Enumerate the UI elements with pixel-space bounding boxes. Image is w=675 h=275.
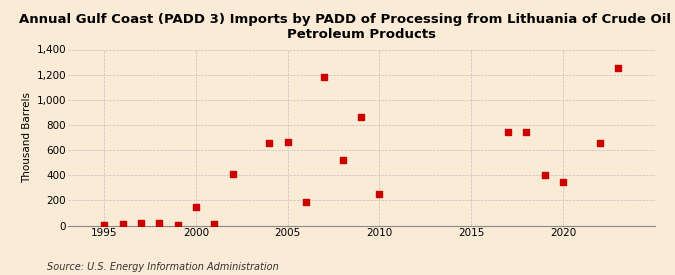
Point [356,115,367,120]
Point [136,221,146,225]
Point [117,221,128,226]
Point [594,140,605,145]
Point [374,192,385,196]
Point [338,158,348,162]
Point [227,172,238,176]
Point [190,205,201,210]
Point [99,223,109,227]
Point [264,141,275,145]
Point [154,221,165,225]
Point [300,200,311,204]
Text: Source: U.S. Energy Information Administration: Source: U.S. Energy Information Administ… [47,262,279,272]
Y-axis label: Thousand Barrels: Thousand Barrels [22,92,32,183]
Point [319,74,330,79]
Point [209,221,220,226]
Point [502,130,513,134]
Point [558,180,568,184]
Point [613,65,624,70]
Point [282,140,293,144]
Title: Annual Gulf Coast (PADD 3) Imports by PADD of Processing from Lithuania of Crude: Annual Gulf Coast (PADD 3) Imports by PA… [19,13,675,41]
Point [521,130,532,134]
Point [539,172,550,177]
Point [172,223,183,227]
